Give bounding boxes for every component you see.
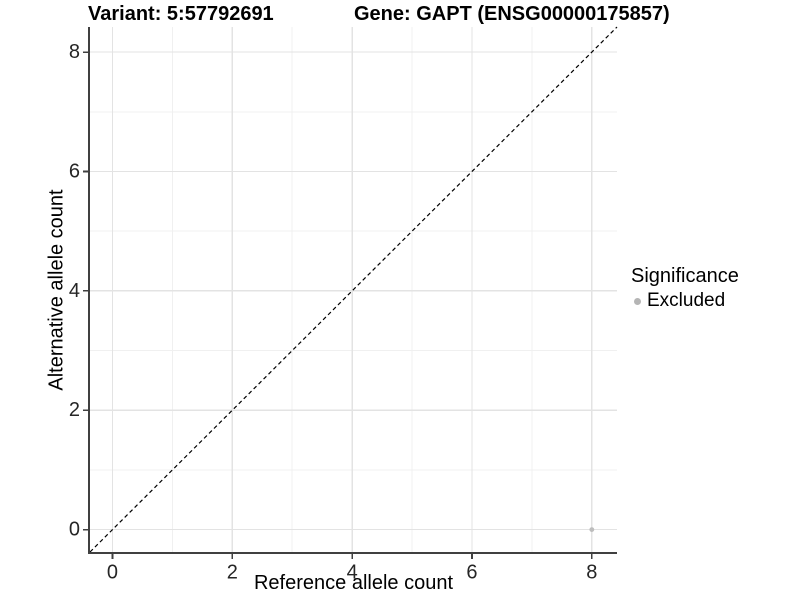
legend-item-label: Excluded (647, 290, 726, 311)
x-axis-label: Reference allele count (253, 572, 453, 594)
y-tick-label: 2 (69, 399, 80, 421)
y-tick-label: 4 (69, 280, 80, 302)
plot-title-variant: Variant: 5:57792691 (88, 3, 274, 25)
x-tick-label: 4 (347, 562, 358, 584)
data-point (589, 527, 595, 533)
legend-item-excluded: Excluded (631, 290, 739, 312)
x-tick-label: 8 (586, 562, 597, 584)
legend-key-point-icon (634, 297, 641, 305)
y-tick-label: 6 (69, 160, 80, 182)
legend-title: Significance (631, 265, 739, 287)
plot-title-gene: Gene: GAPT (ENSG00000175857) (354, 3, 670, 25)
y-tick-label: 8 (69, 41, 80, 63)
x-tick-label: 0 (107, 562, 118, 584)
x-tick-label: 2 (227, 562, 238, 584)
legend: Significance Excluded (631, 265, 739, 312)
y-tick-label: 0 (69, 519, 80, 541)
identity-line (89, 26, 618, 553)
y-axis-label: Alternative allele count (45, 189, 68, 391)
x-tick-label: 6 (466, 562, 477, 584)
